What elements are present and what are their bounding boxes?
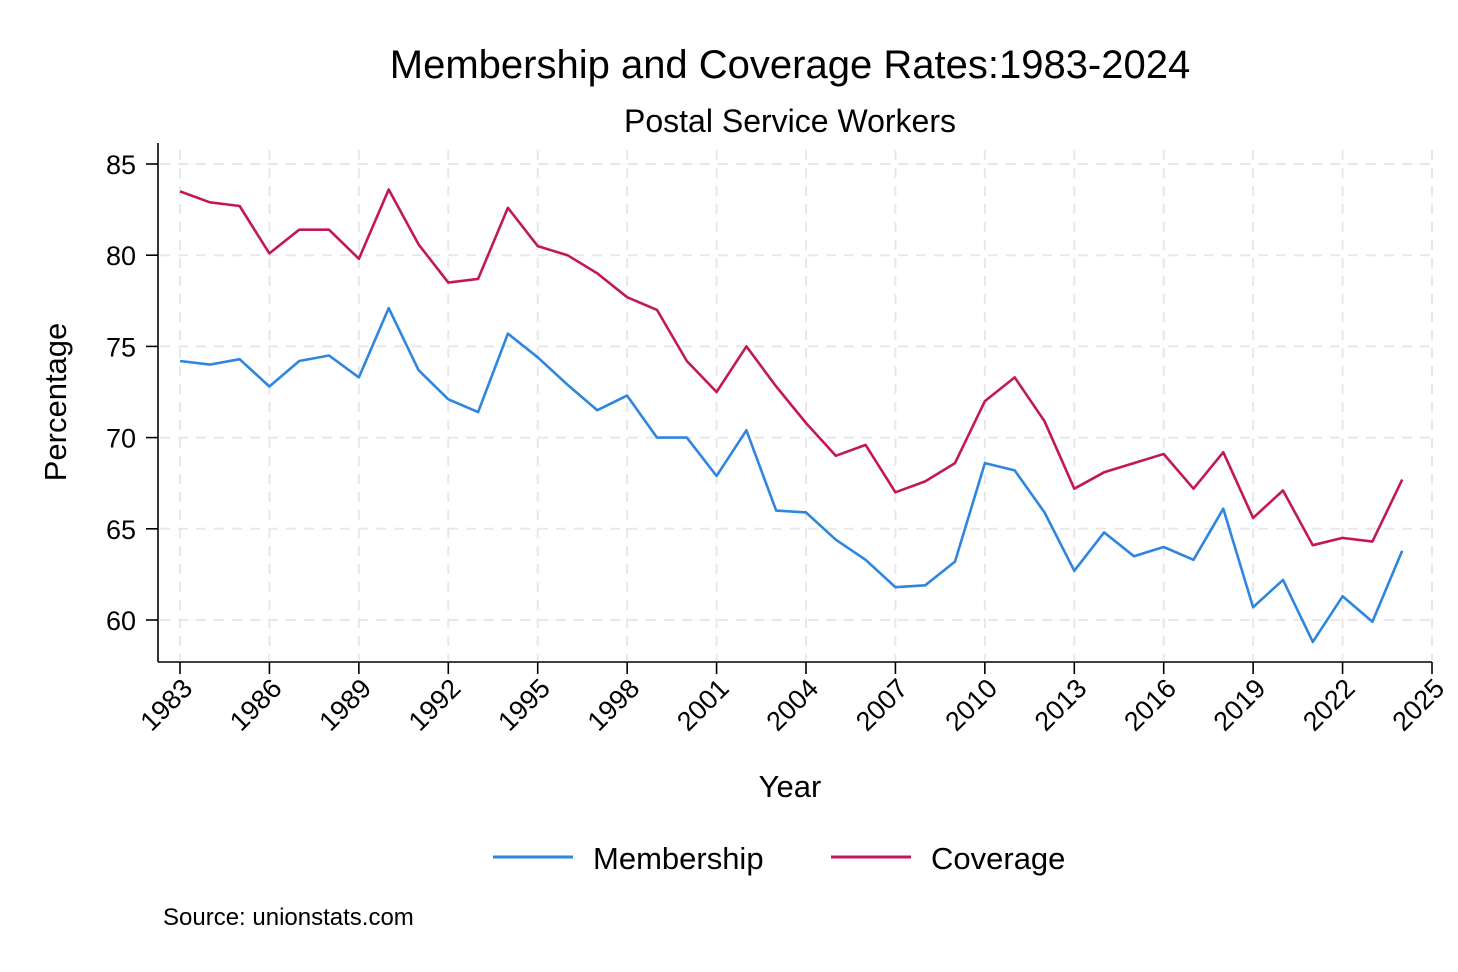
x-tick-label: 2004 bbox=[761, 673, 825, 737]
x-tick-label: 1986 bbox=[224, 673, 288, 737]
y-tick-label: 75 bbox=[106, 332, 136, 362]
x-tick-label: 1998 bbox=[582, 673, 646, 737]
legend: Membership Coverage bbox=[493, 841, 1065, 876]
grid bbox=[160, 150, 1433, 660]
x-tick-label: 2010 bbox=[939, 673, 1003, 737]
x-tick-label: 1995 bbox=[492, 673, 556, 737]
x-tick-label: 1989 bbox=[313, 673, 377, 737]
chart-title: Membership and Coverage Rates:1983-2024 bbox=[390, 43, 1191, 87]
y-tick-label: 60 bbox=[106, 606, 136, 636]
x-tick-label: 1992 bbox=[403, 673, 467, 737]
axes bbox=[157, 143, 1432, 663]
x-tick-label: 2025 bbox=[1387, 673, 1451, 737]
x-tick-label: 2013 bbox=[1029, 673, 1093, 737]
x-ticks: 1983 1986 1989 1992 1995 1998 2001 2004 2007 2010… bbox=[135, 662, 1451, 737]
x-tick-label: 2019 bbox=[1208, 673, 1272, 737]
x-tick-label: 1983 bbox=[135, 673, 199, 737]
y-axis-label: Percentage bbox=[38, 323, 73, 482]
series-line-membership bbox=[179, 306, 1404, 644]
source-note: Source: unionstats.com bbox=[163, 904, 414, 931]
legend-label-membership: Membership bbox=[593, 841, 764, 876]
x-tick-label: 2007 bbox=[850, 673, 914, 737]
y-tick-label: 85 bbox=[106, 150, 136, 180]
x-tick-label: 2016 bbox=[1118, 673, 1182, 737]
y-tick-label: 80 bbox=[106, 241, 136, 271]
chart-subtitle: Postal Service Workers bbox=[624, 103, 956, 139]
y-ticks: 60 65 70 75 80 85 bbox=[106, 150, 158, 636]
y-tick-label: 65 bbox=[106, 515, 136, 545]
x-tick-label: 2022 bbox=[1297, 673, 1361, 737]
x-tick-label: 2001 bbox=[671, 673, 735, 737]
series-lines bbox=[179, 188, 1404, 644]
legend-label-coverage: Coverage bbox=[931, 841, 1065, 876]
y-tick-label: 70 bbox=[106, 424, 136, 454]
x-axis-label: Year bbox=[759, 769, 822, 804]
series-line-coverage bbox=[179, 188, 1404, 547]
